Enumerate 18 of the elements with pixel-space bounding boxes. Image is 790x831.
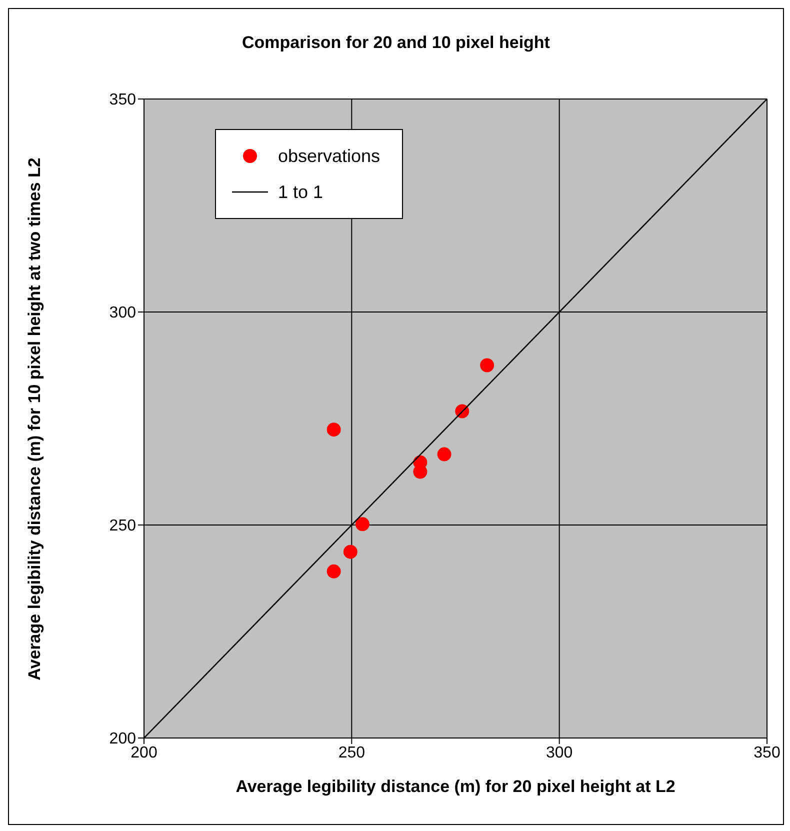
chart-title: Comparison for 20 and 10 pixel height: [241, 33, 551, 53]
y-tick-label: 250: [109, 518, 136, 535]
point: [343, 544, 358, 559]
legend-label: observations: [278, 146, 380, 166]
point: [437, 447, 452, 462]
y-tick-label: 300: [109, 304, 136, 322]
point: [480, 358, 494, 372]
point: [355, 517, 370, 532]
legend-label: 1 to 1: [278, 182, 324, 202]
x-tick-label: 200: [130, 744, 158, 762]
x-tick-label: 350: [754, 744, 780, 762]
point: [326, 564, 341, 578]
point: [326, 422, 341, 437]
x-axis-title: Average legibility distance (m) for 20 pixel height at L2: [236, 777, 676, 796]
x-tick-label: 250: [338, 744, 366, 762]
y-tick-label: 350: [109, 92, 136, 109]
x-tick-label: 300: [546, 744, 573, 762]
y-axis-title: Average legibility distance (m) for 10 pixel height at two times L2: [24, 156, 45, 682]
